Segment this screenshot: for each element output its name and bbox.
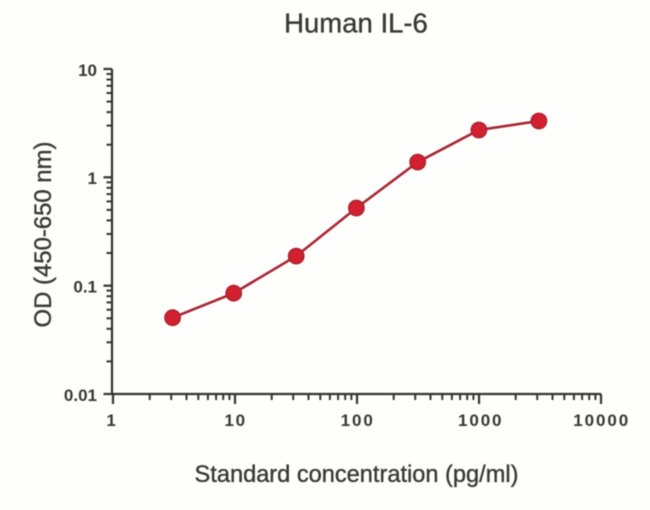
svg-text:0.1: 0.1 [73, 278, 97, 297]
svg-text:Standard concentration (pg/ml): Standard concentration (pg/ml) [195, 462, 519, 488]
svg-text:1: 1 [106, 411, 117, 430]
svg-text:0.01: 0.01 [64, 386, 97, 405]
svg-text:Human IL-6: Human IL-6 [284, 8, 428, 39]
svg-text:10: 10 [78, 61, 97, 80]
svg-text:10: 10 [224, 411, 247, 430]
svg-text:10000: 10000 [573, 411, 630, 430]
svg-text:100: 100 [341, 411, 375, 430]
svg-text:1: 1 [88, 169, 97, 188]
svg-text:1000: 1000 [458, 411, 503, 430]
svg-text:OD (450-650 nm): OD (450-650 nm) [30, 142, 57, 328]
